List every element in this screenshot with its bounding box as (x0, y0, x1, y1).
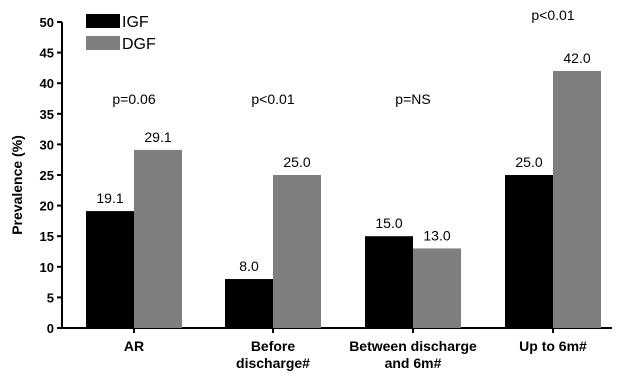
bar-value-label: 25.0 (515, 154, 542, 170)
y-tick-label: 5 (47, 290, 54, 305)
y-tick-label: 15 (40, 229, 54, 244)
y-tick-label: 40 (40, 76, 54, 91)
bar-dgf (273, 175, 321, 328)
bar-value-label: 25.0 (283, 154, 310, 170)
p-value-label: p=NS (395, 91, 430, 107)
y-tick-label: 20 (40, 199, 54, 214)
legend-swatch-igf (86, 14, 120, 28)
bar-value-label: 13.0 (423, 227, 450, 243)
y-tick-label: 30 (40, 137, 54, 152)
p-value-label: p<0.01 (251, 91, 294, 107)
bar-dgf (134, 149, 182, 328)
bar-value-label: 29.1 (144, 129, 171, 145)
x-category-label: discharge# (236, 355, 310, 371)
y-tick-label: 35 (40, 107, 54, 122)
bar-igf (365, 236, 413, 328)
bar-igf (505, 175, 553, 328)
y-tick-label: 25 (40, 168, 54, 183)
legend-label-dgf: DGF (122, 36, 156, 53)
x-category-label: Between discharge (349, 338, 477, 354)
bar-dgf (553, 70, 601, 329)
chart-bars (86, 70, 601, 329)
bar-dgf (413, 248, 461, 328)
bar-value-label: 19.1 (96, 190, 123, 206)
bar-value-label: 8.0 (239, 258, 259, 274)
y-axis-ticks: 0 5 10 15 20 25 30 35 40 45 50 (40, 15, 554, 336)
y-axis-label: Prevalence (%) (9, 135, 25, 235)
legend-label-igf: IGF (122, 14, 149, 31)
x-category-label: Up to 6m# (519, 338, 587, 354)
p-value-label: p=0.06 (112, 91, 155, 107)
y-tick-label: 0 (47, 321, 54, 336)
x-category-label: Before (251, 338, 296, 354)
bar-value-label: 42.0 (563, 50, 590, 66)
x-category-label: AR (124, 338, 144, 354)
legend-swatch-dgf (86, 36, 120, 50)
bar-igf (86, 211, 134, 328)
p-value-label: p<0.01 (531, 7, 574, 23)
x-category-label: and 6m# (385, 355, 442, 371)
y-tick-label: 10 (40, 260, 54, 275)
bar-value-label: 15.0 (375, 215, 402, 231)
bar-igf (225, 279, 273, 328)
y-tick-label: 45 (40, 46, 54, 61)
chart-legend: IGF DGF (86, 14, 156, 53)
y-tick-label: 50 (40, 15, 54, 30)
